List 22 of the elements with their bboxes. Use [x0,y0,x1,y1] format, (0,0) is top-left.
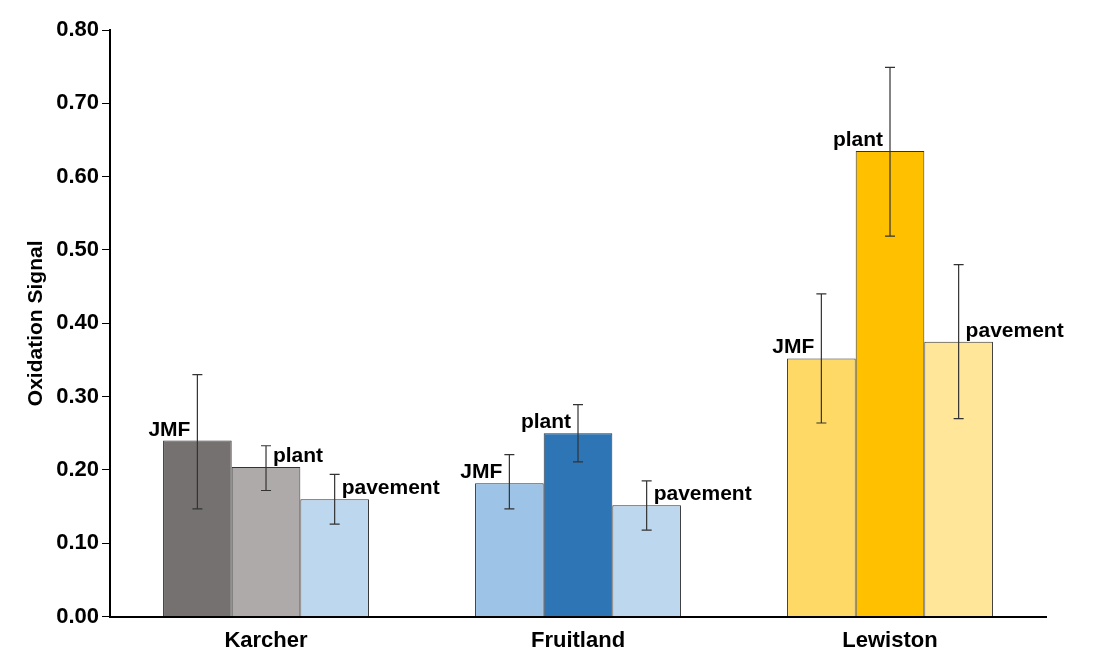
y-tick-label: 0.00 [56,602,100,628]
series-label: JMF [148,416,191,440]
y-tick-label: 0.80 [56,16,100,42]
x-tick-label: Fruitland [530,626,626,652]
series-label: pavement [341,475,440,499]
x-tick-label: Lewiston [842,626,938,652]
y-tick-label: 0.70 [56,89,100,115]
y-axis-title: Oxidation Signal [23,240,47,407]
y-tick-label: 0.40 [56,309,100,335]
text: plant [520,409,572,433]
text: JMF [460,459,503,483]
text: pavement [965,317,1064,341]
series-label: plant [272,443,324,467]
y-tick-label: 0.30 [56,382,100,408]
y-tick-label: 0.10 [56,529,100,555]
text: JMF [772,334,815,358]
text: pavement [653,481,752,505]
y-tick-label: 0.60 [56,162,100,188]
x-tick-label: Karcher [224,626,309,652]
text: plant [832,126,884,150]
y-tick-label: 0.50 [56,236,100,262]
y-tick-label: 0.20 [56,456,100,482]
